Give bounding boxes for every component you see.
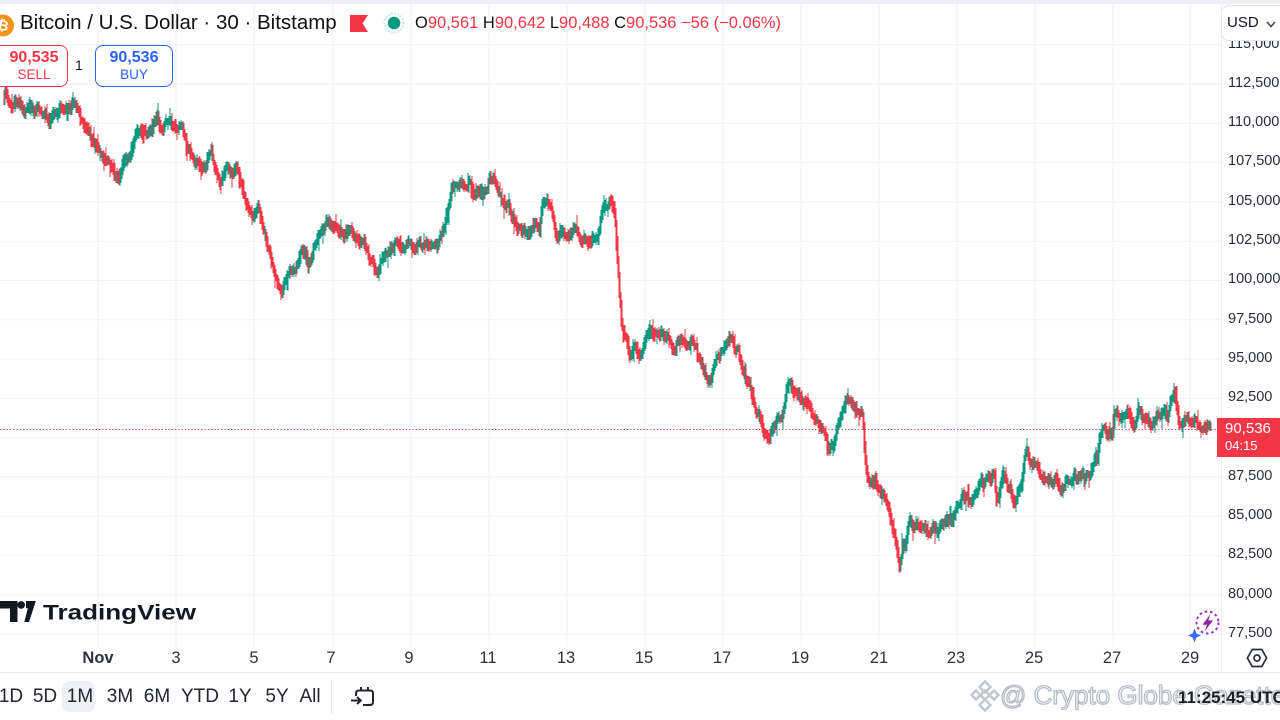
svg-text:₿: ₿ (0, 16, 10, 34)
svg-text:TradingView: TradingView (43, 601, 196, 625)
